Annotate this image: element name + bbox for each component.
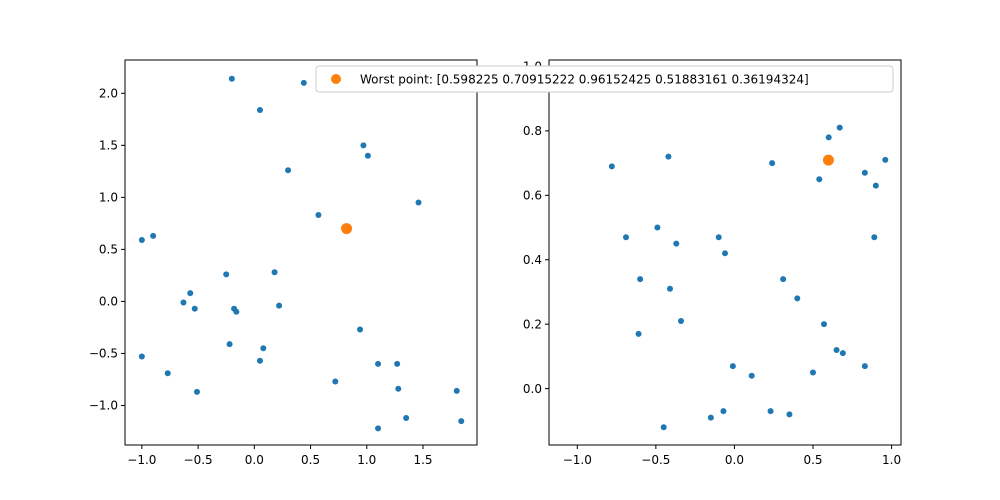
right-y-tick-label: 0.4: [523, 253, 542, 267]
right-y-tick-label: 0.8: [523, 124, 542, 138]
left-data-point: [223, 271, 230, 278]
left-data-point: [415, 199, 422, 206]
left-data-point: [403, 414, 410, 421]
left-data-point: [138, 237, 145, 244]
right-data-point: [654, 224, 661, 231]
left-x-tick-label: 1.0: [357, 453, 376, 467]
right-data-point: [839, 350, 846, 357]
left-data-point: [394, 360, 401, 367]
left-data-point: [360, 142, 367, 149]
left-x-tick-label: 0.5: [301, 453, 320, 467]
right-y-tick-label: 0.6: [523, 189, 542, 203]
right-data-point: [665, 153, 672, 160]
left-plot-frame: [124, 59, 478, 446]
left-scatter-plot: −1.0 −0.5 0.0 0.5 1.0 1.5 −1.0 −0.5 0.0 0.5 1.0 1.5…: [89, 59, 478, 467]
right-data-point: [872, 182, 879, 189]
left-y-tick-label: 0.5: [99, 243, 118, 257]
left-data-point: [315, 212, 322, 219]
right-data-point: [748, 372, 755, 379]
right-data-point: [861, 169, 868, 176]
left-data-point: [256, 357, 263, 364]
right-data-point: [836, 124, 843, 131]
right-data-point: [871, 234, 878, 241]
left-data-point: [300, 79, 307, 86]
right-x-tick-label: −1.0: [563, 453, 592, 467]
right-data-point: [729, 363, 736, 370]
left-data-point: [150, 232, 157, 239]
right-data-point: [882, 156, 889, 163]
left-y-tick-label: 2.0: [99, 86, 118, 100]
right-data-point: [794, 295, 801, 302]
left-y-tick-label: 1.0: [99, 191, 118, 205]
left-data-point: [357, 326, 364, 333]
right-worst-point: [822, 154, 834, 166]
left-data-point: [191, 305, 198, 312]
right-data-point: [667, 285, 673, 292]
left-data-point: [285, 167, 292, 174]
right-data-point: [623, 234, 629, 241]
right-data-point: [816, 176, 823, 183]
left-data-point: [458, 418, 465, 425]
right-scatter-plot: −1.0−0.50.00.51.00.00.20.40.60.81.0: [523, 59, 902, 467]
left-x-tick-label: −0.5: [184, 453, 213, 467]
left-data-point: [138, 353, 145, 360]
right-x-tick-label: 1.0: [882, 453, 901, 467]
left-y-tick-label: 0.0: [99, 295, 118, 309]
right-data-point: [833, 346, 840, 353]
left-data-point: [395, 385, 402, 392]
right-data-point: [660, 424, 667, 431]
left-data-point: [375, 360, 382, 367]
right-data-point: [707, 414, 714, 421]
left-data-point: [233, 308, 240, 315]
right-data-point: [715, 234, 722, 241]
left-x-tick-label: 1.5: [413, 453, 432, 467]
left-data-point: [164, 370, 171, 377]
left-data-point: [226, 341, 233, 348]
left-x-tick-label: −1.0: [127, 453, 156, 467]
right-x-tick-label: 0.5: [803, 453, 822, 467]
legend-box: [315, 65, 894, 93]
left-x-tick-label: 0.0: [245, 453, 264, 467]
right-data-point: [786, 411, 793, 418]
right-data-point: [861, 363, 868, 370]
right-data-point: [722, 250, 728, 257]
right-data-point: [825, 134, 832, 141]
right-data-point: [637, 276, 644, 283]
left-y-tick-label: −0.5: [89, 347, 118, 361]
left-worst-point: [341, 223, 353, 235]
left-data-point: [364, 152, 371, 159]
right-data-point: [635, 330, 642, 337]
right-data-point: [678, 317, 684, 324]
legend: Worst point: [0.598225 0.70915222 0.9615…: [315, 65, 894, 93]
right-x-tick-label: 0.0: [725, 453, 744, 467]
right-data-point: [767, 408, 774, 415]
left-data-point: [228, 75, 235, 82]
left-y-tick-label: −1.0: [89, 399, 118, 413]
right-plot-frame: [548, 59, 902, 446]
left-data-point: [276, 302, 283, 309]
right-data-point: [608, 163, 615, 170]
left-data-point: [193, 388, 200, 395]
left-data-point: [260, 345, 267, 352]
right-data-point: [720, 408, 727, 415]
left-data-point: [375, 425, 382, 432]
right-y-tick-label: 0.0: [523, 382, 542, 396]
left-data-point: [256, 106, 263, 113]
right-data-point: [769, 160, 776, 167]
right-x-tick-label: −0.5: [641, 453, 670, 467]
right-data-point: [821, 321, 827, 328]
right-data-point: [780, 276, 787, 283]
right-y-tick-label: 0.2: [523, 317, 542, 331]
left-data-point: [332, 378, 339, 385]
right-data-point: [673, 240, 680, 247]
left-data-point: [187, 290, 194, 297]
left-data-point: [271, 269, 278, 276]
legend-label-worst-point: Worst point: [0.598225 0.70915222 0.9615…: [360, 73, 809, 87]
left-y-tick-label: 1.5: [99, 139, 118, 153]
left-data-point: [453, 387, 460, 394]
legend-marker-worst-point: [331, 74, 341, 84]
left-data-point: [180, 299, 187, 306]
right-data-point: [810, 369, 816, 376]
